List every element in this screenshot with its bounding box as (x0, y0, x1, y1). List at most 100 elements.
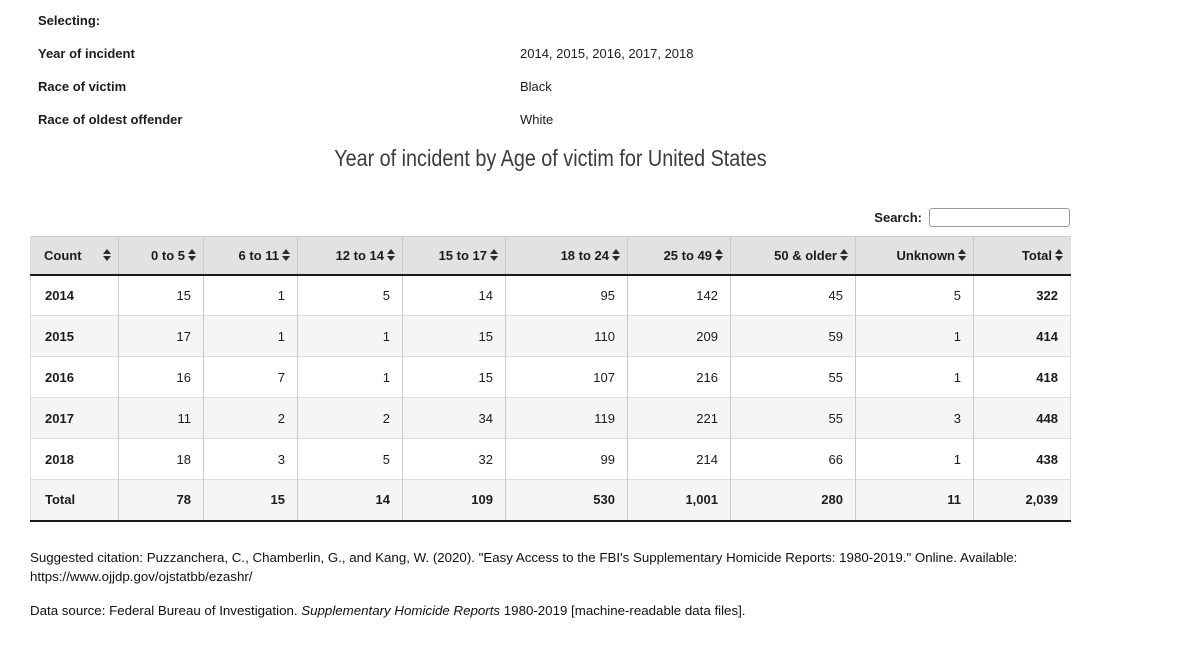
column-header-label: 15 to 17 (438, 247, 487, 263)
table-row-2016: 2016 16 7 1 15 107 216 55 1 418 (30, 356, 1071, 398)
cell-total-6-to-11: 15 (203, 479, 298, 521)
cell-2014-0-to-5: 15 (118, 274, 204, 316)
filter-row-year: Year of incident 2014, 2015, 2016, 2017,… (38, 46, 1178, 61)
cell-2018-12-to-14: 5 (297, 438, 403, 480)
search-input[interactable] (929, 208, 1070, 227)
column-header-total[interactable]: Total (973, 236, 1071, 276)
cell-total-unknown: 11 (855, 479, 974, 521)
column-header-label: 50 & older (774, 247, 837, 263)
cell-2016-total: 418 (973, 356, 1071, 398)
filter-label-race-of-victim: Race of victim (38, 79, 127, 94)
cell-total-12-to-14: 14 (297, 479, 403, 521)
cell-2015-12-to-14: 1 (297, 315, 403, 357)
footer: Suggested citation: Puzzanchera, C., Cha… (30, 548, 1178, 620)
cell-2016-18-to-24: 107 (505, 356, 628, 398)
cell-2014-15-to-17: 14 (402, 274, 506, 316)
filter-value-race-of-victim: Black (520, 79, 552, 94)
sort-icon (103, 249, 111, 262)
column-header-label: 25 to 49 (663, 247, 712, 263)
cell-2015-15-to-17: 15 (402, 315, 506, 357)
cell-2016-0-to-5: 16 (118, 356, 204, 398)
cell-2015-25-to-49: 209 (627, 315, 731, 357)
column-header-label: Count (44, 247, 82, 263)
cell-total-15-to-17: 109 (402, 479, 506, 521)
table-header-row: Count 0 to 5 6 to 11 12 to 14 15 to 17 18 to … (30, 236, 1071, 276)
column-header-label: Total (1021, 247, 1052, 263)
cell-2017-50-older: 55 (730, 397, 856, 439)
cell-2018-25-to-49: 214 (627, 438, 731, 480)
title-wrap: Year of incident by Age of victim for Un… (0, 145, 1100, 172)
cell-2015-18-to-24: 110 (505, 315, 628, 357)
row-label-total: Total (30, 479, 119, 521)
cell-2017-total: 448 (973, 397, 1071, 439)
cell-2015-6-to-11: 1 (203, 315, 298, 357)
cell-2014-total: 322 (973, 274, 1071, 316)
search-label: Search: (874, 210, 922, 225)
cell-2016-6-to-11: 7 (203, 356, 298, 398)
cell-2014-unknown: 5 (855, 274, 974, 316)
cell-total-18-to-24: 530 (505, 479, 628, 521)
column-header-50-older[interactable]: 50 & older (730, 236, 856, 276)
cell-2016-25-to-49: 216 (627, 356, 731, 398)
cell-2018-6-to-11: 3 (203, 438, 298, 480)
data-source-suffix: 1980-2019 [machine-readable data files]. (500, 602, 746, 618)
cell-2018-total: 438 (973, 438, 1071, 480)
cell-2018-18-to-24: 99 (505, 438, 628, 480)
sort-icon (282, 249, 290, 262)
cell-2017-unknown: 3 (855, 397, 974, 439)
page-title: Year of incident by Age of victim for Un… (333, 145, 767, 171)
column-header-label: 0 to 5 (151, 247, 185, 263)
cell-2017-25-to-49: 221 (627, 397, 731, 439)
sort-icon (612, 249, 620, 262)
table-row-total: Total 78 15 14 109 530 1,001 280 11 2,039 (30, 479, 1071, 521)
suggested-citation: Suggested citation: Puzzanchera, C., Cha… (30, 549, 1018, 584)
search-row: Search: (30, 208, 1070, 227)
filter-value-race-of-oldest-offender: White (520, 112, 554, 127)
cell-2018-0-to-5: 18 (118, 438, 204, 480)
cell-2017-18-to-24: 119 (505, 397, 628, 439)
cell-total-total: 2,039 (973, 479, 1071, 521)
cell-total-25-to-49: 1,001 (627, 479, 731, 521)
column-header-label: Unknown (896, 247, 956, 263)
column-header-unknown[interactable]: Unknown (855, 236, 974, 276)
row-label-2016: 2016 (30, 356, 119, 398)
data-source-italic: Supplementary Homicide Reports (301, 602, 501, 618)
data-source: Data source: Federal Bureau of Investiga… (30, 601, 1108, 620)
cell-total-0-to-5: 78 (118, 479, 204, 521)
sort-icon (840, 249, 848, 262)
sort-icon (188, 249, 196, 262)
data-table: Count 0 to 5 6 to 11 12 to 14 15 to 17 18 to … (30, 236, 1071, 522)
column-header-label: 18 to 24 (560, 247, 609, 263)
data-source-prefix: Data source: Federal Bureau of Investiga… (30, 602, 302, 618)
sort-icon (1055, 249, 1063, 262)
cell-2014-12-to-14: 5 (297, 274, 403, 316)
cell-2016-50-older: 55 (730, 356, 856, 398)
column-header-0-to-5[interactable]: 0 to 5 (118, 236, 204, 276)
cell-total-50-older: 280 (730, 479, 856, 521)
cell-2017-15-to-17: 34 (402, 397, 506, 439)
cell-2016-unknown: 1 (855, 356, 974, 398)
cell-2016-12-to-14: 1 (297, 356, 403, 398)
cell-2014-6-to-11: 1 (203, 274, 298, 316)
column-header-6-to-11[interactable]: 6 to 11 (203, 236, 298, 276)
filter-label-year-of-incident: Year of incident (38, 46, 135, 61)
cell-2017-6-to-11: 2 (203, 397, 298, 439)
cell-2015-total: 414 (973, 315, 1071, 357)
row-label-2014: 2014 (30, 274, 119, 316)
filter-label-race-of-oldest-offender: Race of oldest offender (38, 112, 183, 127)
table-body: 2014 15 1 5 14 95 142 45 5 322 2015 17 1 1 15 110 209 59 1… (30, 274, 1071, 521)
column-header-12-to-14[interactable]: 12 to 14 (297, 236, 403, 276)
cell-2015-50-older: 59 (730, 315, 856, 357)
column-header-count[interactable]: Count (30, 236, 119, 276)
sort-icon (958, 249, 966, 262)
column-header-25-to-49[interactable]: 25 to 49 (627, 236, 731, 276)
table-header: Count 0 to 5 6 to 11 12 to 14 15 to 17 18 to … (30, 236, 1071, 276)
cell-2014-25-to-49: 142 (627, 274, 731, 316)
sort-icon (490, 249, 498, 262)
cell-2018-50-older: 66 (730, 438, 856, 480)
column-header-18-to-24[interactable]: 18 to 24 (505, 236, 628, 276)
column-header-15-to-17[interactable]: 15 to 17 (402, 236, 506, 276)
row-label-2018: 2018 (30, 438, 119, 480)
sort-icon (387, 249, 395, 262)
table-row-2014: 2014 15 1 5 14 95 142 45 5 322 (30, 274, 1071, 316)
